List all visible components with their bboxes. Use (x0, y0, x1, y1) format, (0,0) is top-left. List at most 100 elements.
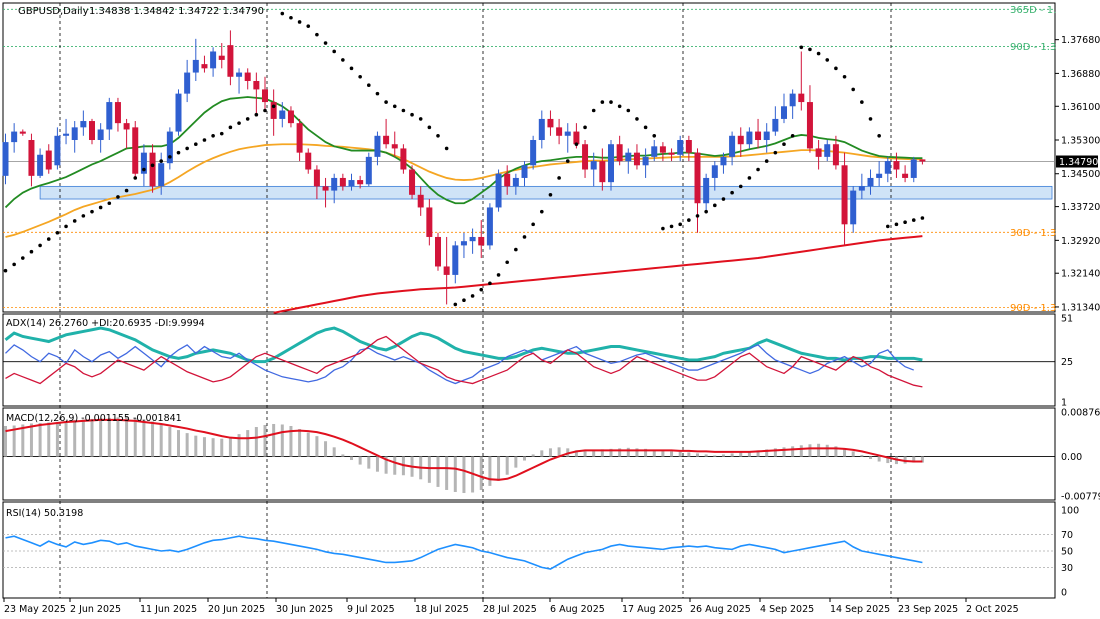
candle-body-up (781, 106, 787, 119)
macd-hist-bar (652, 449, 656, 457)
candle-body-up (236, 72, 243, 77)
sar-dot (842, 74, 847, 79)
candle-body-up (720, 156, 727, 166)
candle-body-down (400, 148, 407, 170)
candle-body-down (132, 127, 139, 174)
adx-pane[interactable] (2, 313, 1056, 407)
candle-body-down (478, 236, 485, 246)
macd-hist-bar (877, 456, 881, 462)
sar-dot (410, 112, 414, 117)
sar-dot (194, 142, 198, 147)
macd-hist-bar (332, 447, 336, 457)
macd-hist-bar (194, 435, 198, 457)
candle-body-down (313, 169, 320, 187)
sar-dot (98, 205, 103, 210)
macd-hist-bar (185, 433, 189, 457)
price-tick-label: 1.32140 (1061, 269, 1100, 280)
sar-dot (392, 104, 397, 109)
sar-dot (531, 222, 535, 227)
candle-body-up (564, 131, 571, 136)
macd-hist-bar (843, 448, 847, 457)
candle-body-down (755, 131, 762, 141)
sar-dot (289, 15, 293, 20)
macd-hist-bar (211, 438, 215, 457)
candle-body-up (763, 131, 770, 141)
candle-body-down (270, 102, 277, 119)
candle-body-down (218, 55, 225, 60)
sar-dot (384, 100, 388, 104)
candle-body-down (383, 135, 390, 145)
sar-dot (911, 218, 916, 222)
macd-hist-bar (609, 448, 613, 457)
level-label: 365D - 1. (1010, 5, 1056, 16)
sar-dot (695, 214, 700, 218)
macd-hist-bar (81, 419, 85, 457)
adx-tick-label: 51 (1061, 314, 1073, 325)
macd-hist-bar (479, 456, 483, 490)
time-tick-label: 2 Oct 2025 (966, 604, 1019, 615)
macd-hist-bar (168, 427, 172, 457)
macd-hist-bar (678, 451, 682, 457)
macd-hist-bar (228, 437, 232, 457)
candle-body-up (331, 177, 338, 191)
macd-hist-bar (90, 418, 94, 457)
macd-hist-bar (384, 456, 388, 474)
macd-hist-bar (177, 430, 180, 457)
candle-body-up (54, 135, 61, 166)
macd-hist-bar (704, 454, 708, 457)
macd-hist-bar (99, 418, 103, 457)
macd-hist-bar (488, 456, 492, 486)
candle-body-up (80, 121, 87, 128)
price-tick-label: 1.35300 (1061, 136, 1100, 147)
candle-body-up (677, 140, 684, 155)
candle-body-up (495, 173, 502, 208)
macd-hist-bar (920, 456, 924, 463)
candle-body-down (841, 165, 848, 225)
candle-body-up (729, 135, 736, 157)
sar-dot (401, 108, 406, 113)
sar-dot (306, 24, 311, 28)
candle-body-up (824, 144, 831, 157)
macd-hist-bar (583, 451, 587, 457)
candle-body-up (365, 156, 372, 185)
macd-hist-bar (531, 454, 535, 457)
macd-hist-bar (713, 455, 717, 457)
macd-hist-bar (73, 419, 77, 457)
sar-dot (894, 222, 899, 227)
candle-body-up (37, 154, 44, 176)
sar-dot (323, 41, 328, 45)
candle-body-up (184, 72, 191, 94)
sar-dot (652, 133, 657, 138)
macd-hist-bar (133, 417, 137, 457)
sar-dot (522, 235, 527, 239)
macd-hist-bar (125, 416, 129, 457)
macd-hist-bar (670, 451, 674, 457)
macd-hist-bar (116, 417, 120, 457)
candle-body-down (305, 152, 312, 170)
sar-dot (825, 58, 830, 62)
macd-hist-bar (635, 448, 639, 457)
adx-series-di (5, 344, 914, 385)
sar-dot (55, 230, 60, 235)
sar-dot (868, 117, 873, 121)
candle-body-down (582, 144, 589, 170)
macd-hist-bar (445, 456, 449, 490)
sar-dot (38, 243, 42, 248)
macd-hist-bar (142, 419, 146, 457)
candle-body-down (556, 127, 563, 136)
sar-dot (116, 195, 120, 199)
rsi-pane[interactable] (2, 501, 1056, 599)
level-label: 90D - 1.3 (1010, 42, 1056, 53)
sar-dot (808, 47, 812, 52)
candle-body-down (322, 186, 329, 191)
sar-dot (565, 159, 570, 163)
level-label: 30D - 1.3 (1010, 228, 1056, 239)
macd-hist-bar (375, 456, 379, 472)
sar-dot (107, 201, 112, 206)
time-tick-label: 30 Jun 2025 (276, 604, 333, 615)
macd-hist-bar (739, 452, 743, 457)
sar-dot (72, 219, 77, 223)
candle-body-down (443, 266, 450, 275)
macd-hist-bar (12, 425, 16, 457)
